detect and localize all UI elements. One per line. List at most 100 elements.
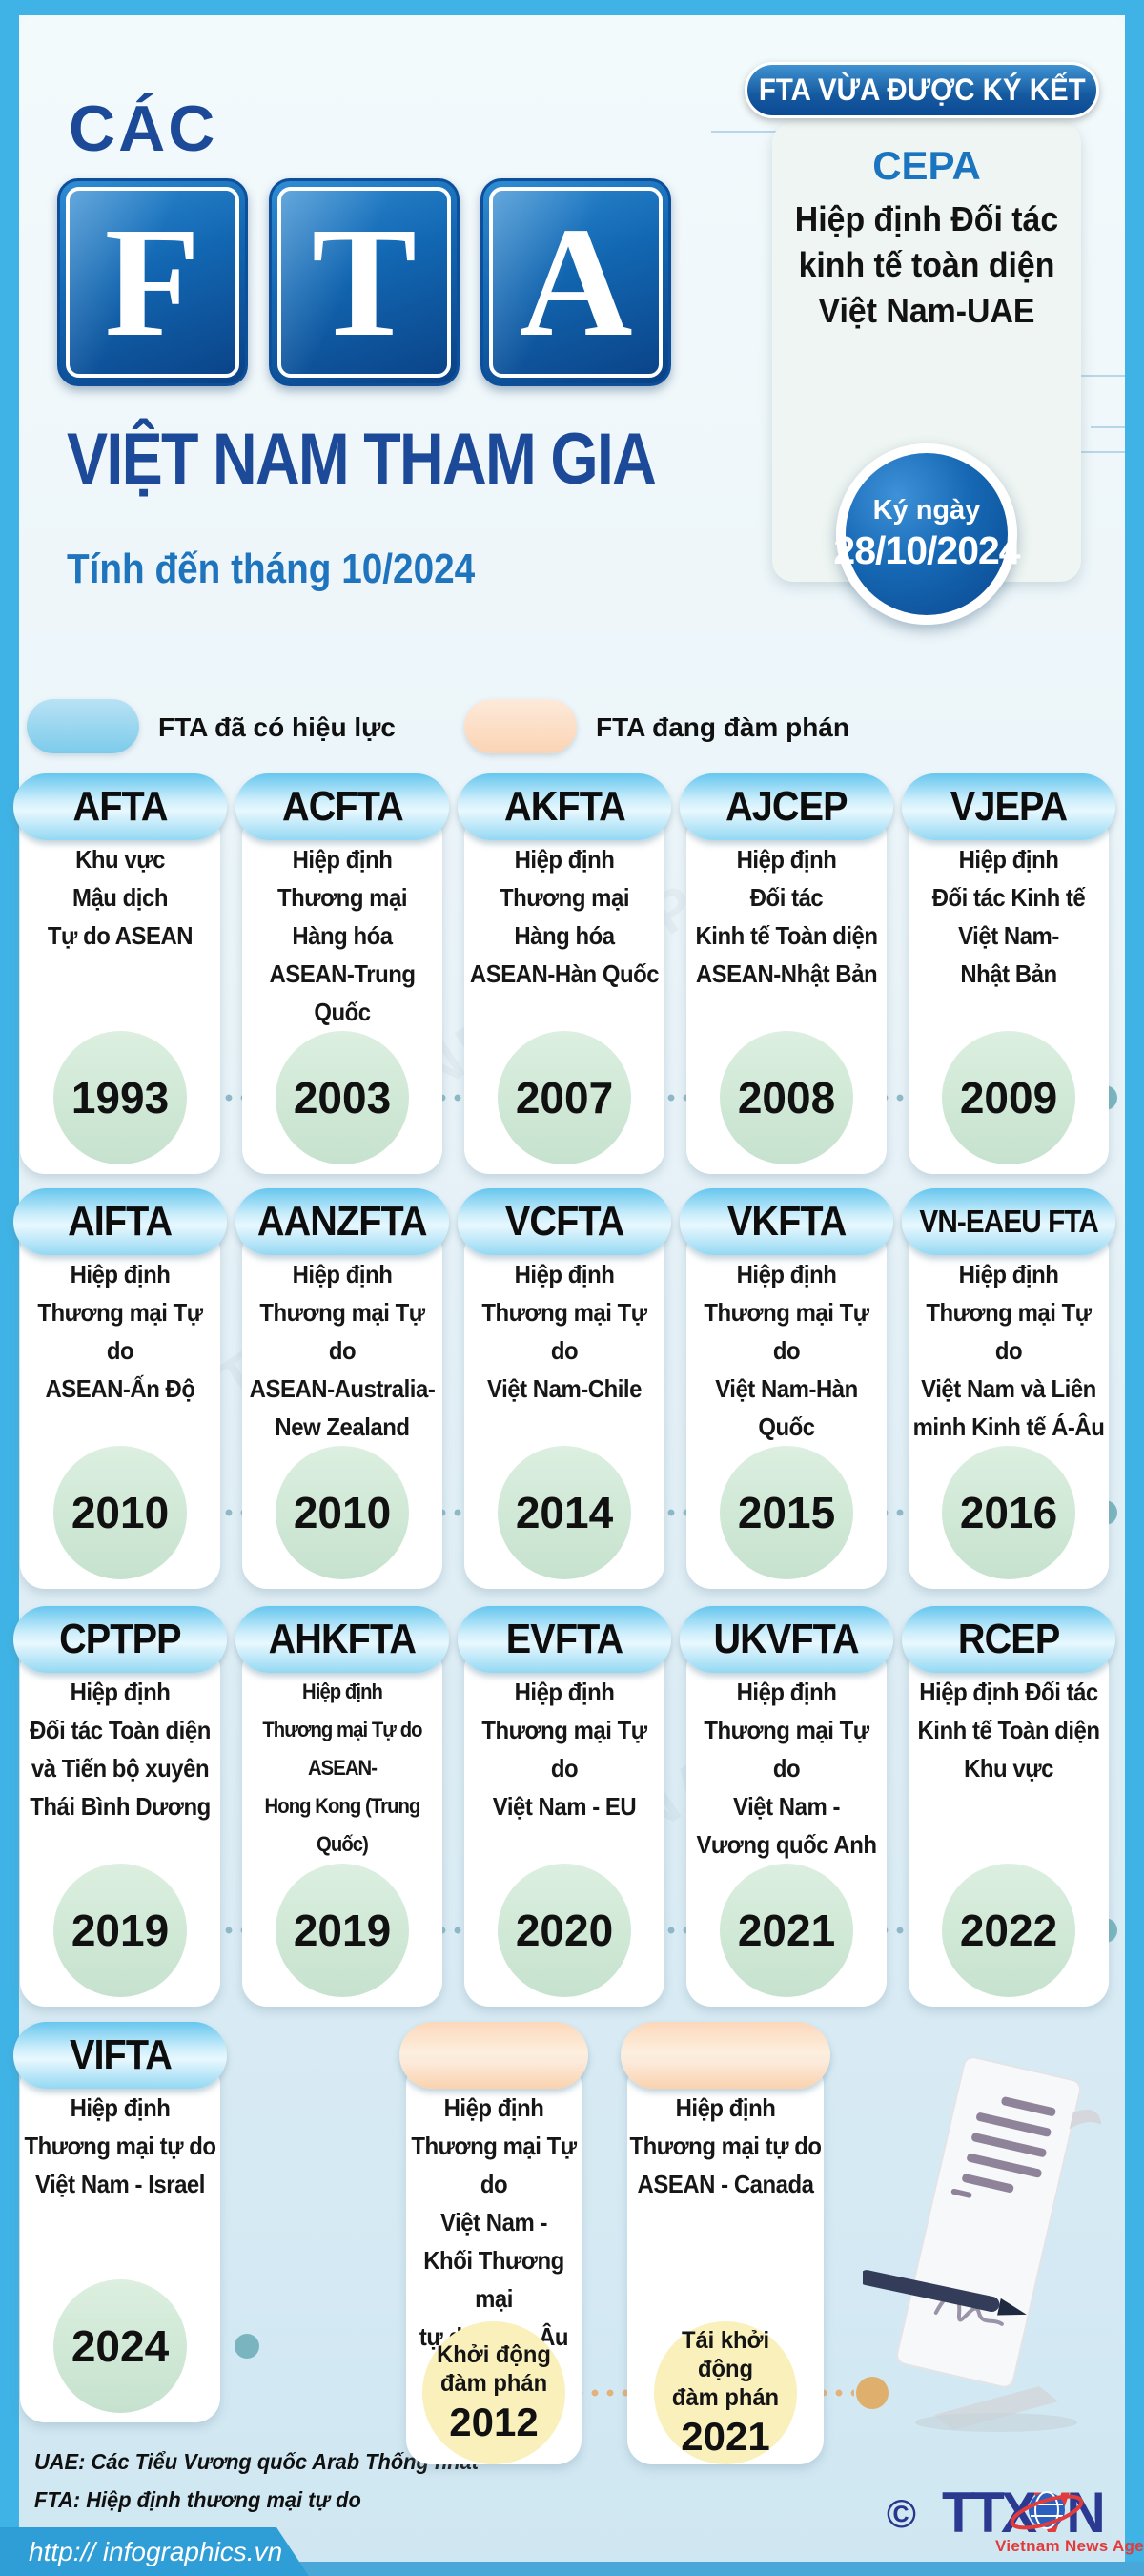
page-subtitle: Tính đến tháng 10/2024	[67, 546, 476, 592]
footnote-fta: FTA: Hiệp định thương mại tự do	[34, 2487, 361, 2512]
fta-year-badge: 2015	[720, 1446, 853, 1579]
fta-year-badge: 1993	[53, 1031, 187, 1164]
fta-card: Hiệp định Thương mại Hàng hóa ASEAN-Trun…	[235, 773, 449, 1174]
frame-right	[1125, 0, 1144, 2576]
signed-fta-badge: FTA VỪA ĐƯỢC KÝ KẾT	[745, 62, 1099, 118]
fta-card: Hiệp định Thương mại Tự do ASEAN-Austral…	[235, 1188, 449, 1589]
title-prefix: CÁC	[69, 93, 218, 165]
fta-description: Hiệp định Thương mại Tự do ASEAN-Austral…	[249, 1260, 436, 1441]
decor-line	[1091, 426, 1125, 428]
fta-acronym: RCEP	[957, 1616, 1060, 1662]
fta-year: 2021	[737, 1906, 836, 1955]
fta-year-badge: 2010	[276, 1446, 409, 1579]
fta-card: Hiệp định Thương mại tự do Việt Nam - Is…	[13, 2022, 227, 2422]
fta-year-badge: 2022	[942, 1864, 1075, 1997]
fta-card: Hiệp định Đối tác Kinh tế Việt Nam- Nhật…	[902, 773, 1115, 1174]
fta-acronym: VIFTA	[69, 2031, 173, 2078]
fta-year: 2014	[515, 1488, 614, 1537]
fta-acronym-pill: UKVFTA	[680, 1606, 893, 1673]
fta-description: Hiệp định Thương mại Tự do Việt Nam-Chil…	[481, 1260, 647, 1403]
fta-year-badge: 2020	[498, 1864, 631, 1997]
fta-acronym: AJCEP	[725, 783, 848, 830]
fta-acronym: VJEPA	[950, 783, 1068, 830]
legend-label-in-effect: FTA đã có hiệu lực	[158, 712, 396, 742]
timeline-end-dot-negotiating	[856, 2377, 889, 2409]
fta-acronym: AIFTA	[68, 1198, 173, 1245]
fta-description: Hiệp định Thương mại Tự do ASEAN-Ấn Độ	[37, 1260, 203, 1403]
negotiation-year: 2012	[449, 2400, 539, 2444]
fta-card: Hiệp định Thương mại Hàng hóa ASEAN-Hàn …	[458, 773, 671, 1174]
fta-year: 2016	[959, 1488, 1058, 1537]
fta-year-badge: 2010	[53, 1446, 187, 1579]
frame-top	[0, 0, 1144, 15]
fta-card: Hiệp định Thương mại Tự do Việt Nam-Hàn …	[680, 1188, 893, 1589]
tile-letter: T	[311, 195, 418, 369]
fta-year: 1993	[71, 1073, 170, 1123]
negotiating-fta-card: Hiệp định Thương mại tự do ASEAN - Canad…	[621, 2022, 830, 2464]
fta-year-badge: 2024	[53, 2279, 187, 2413]
fta-acronym-pill: VIFTA	[13, 2022, 227, 2089]
fta-description: Hiệp định Đối tác Kinh tế Toàn diện ASEA…	[695, 845, 878, 988]
fta-card: Hiệp định Thương mại Tự do Việt Nam-Chil…	[458, 1188, 671, 1589]
fta-description: Khu vực Mậu dịch Tự do ASEAN	[47, 845, 194, 950]
fta-year-badge: 2009	[942, 1031, 1075, 1164]
fta-acronym: ACFTA	[281, 783, 404, 830]
fta-year: 2019	[71, 1906, 170, 1955]
fta-year: 2010	[293, 1488, 392, 1537]
fta-acronym: VCFTA	[504, 1198, 624, 1245]
fta-acronym-pill: RCEP	[902, 1606, 1115, 1673]
fta-card: Hiệp định Thương mại Tự do Việt Nam - Vư…	[680, 1606, 893, 2007]
fta-acronym-pill: AANZFTA	[235, 1188, 449, 1255]
negotiating-card-pill	[399, 2022, 588, 2089]
fta-card: Hiệp định Đối tác Kinh tế Toàn diện Khu …	[902, 1606, 1115, 2007]
fta-acronym: AKFTA	[503, 783, 626, 830]
tile-letter: A	[519, 195, 633, 369]
fta-description: Hiệp định Đối tác Kinh tế Việt Nam- Nhật…	[931, 845, 1086, 988]
negotiation-status: Tái khởi động đàm phán	[671, 2327, 780, 2411]
fta-year-badge: 2016	[942, 1446, 1075, 1579]
decor-line	[1054, 375, 1125, 377]
fta-card: Hiệp định Đối tác Kinh tế Toàn diện ASEA…	[680, 773, 893, 1174]
fta-acronym-pill: AFTA	[13, 773, 227, 840]
letter-tile-a: A	[480, 178, 671, 386]
fta-year: 2024	[71, 2321, 170, 2371]
fta-acronym-pill: CPTPP	[13, 1606, 227, 1673]
footnote-uae: UAE: Các Tiểu Vương quốc Arab Thống nhất	[34, 2449, 480, 2474]
fta-acronym: UKVFTA	[713, 1616, 860, 1662]
agency-name: Vietnam News Agency	[995, 2537, 1144, 2555]
fta-year-badge: 2019	[276, 1864, 409, 1997]
signed-date-label: Ký ngày	[872, 495, 981, 526]
fta-year: 2010	[71, 1488, 170, 1537]
negotiation-status-badge: Khởi động đàm phán 2012	[422, 2321, 565, 2464]
footer-url: http:// infographics.vn	[29, 2536, 283, 2566]
fta-card: Hiệp định Đối tác Toàn diện và Tiến bộ x…	[13, 1606, 227, 2007]
fta-year-badge: 2019	[53, 1864, 187, 1997]
fta-year: 2019	[293, 1906, 392, 1955]
fta-acronym-pill: VN-EAEU FTA	[902, 1188, 1115, 1255]
fta-acronym-pill: VKFTA	[680, 1188, 893, 1255]
fta-description: Hiệp định Thương mại Tự do ASEAN- Hong K…	[262, 1680, 422, 1856]
fta-description: Hiệp định Thương mại Tự do Việt Nam - Vư…	[696, 1678, 877, 1859]
legend-label-negotiating: FTA đang đàm phán	[596, 712, 849, 742]
fta-letter-tiles: F T A	[57, 178, 671, 386]
fta-year: 2003	[293, 1073, 392, 1123]
fta-year: 2009	[959, 1073, 1058, 1123]
tile-letter: F	[104, 195, 201, 369]
fta-description: Hiệp định Thương mại tự do Việt Nam - Is…	[24, 2093, 216, 2198]
negotiation-status: Khởi động đàm phán	[437, 2341, 551, 2397]
fta-acronym: EVFTA	[505, 1616, 623, 1662]
fta-description: Hiệp định Thương mại Tự do Việt Nam và L…	[912, 1260, 1105, 1441]
frame-left	[0, 0, 19, 2576]
fta-acronym: VKFTA	[726, 1198, 847, 1245]
legend-swatch-in-effect	[27, 699, 139, 753]
fta-year-badge: 2008	[720, 1031, 853, 1164]
fta-acronym-pill: AIFTA	[13, 1188, 227, 1255]
fta-acronym: AHKFTA	[268, 1616, 417, 1662]
fta-acronym-pill: AJCEP	[680, 773, 893, 840]
negotiating-fta-description: Hiệp định Thương mại tự do ASEAN - Canad…	[629, 2093, 822, 2198]
fta-year-badge: 2021	[720, 1864, 853, 1997]
negotiating-card-pill	[621, 2022, 830, 2089]
fta-description: Hiệp định Đối tác Toàn diện và Tiến bộ x…	[30, 1678, 211, 1821]
fta-card: Hiệp định Thương mại Tự do ASEAN- Hong K…	[235, 1606, 449, 2007]
